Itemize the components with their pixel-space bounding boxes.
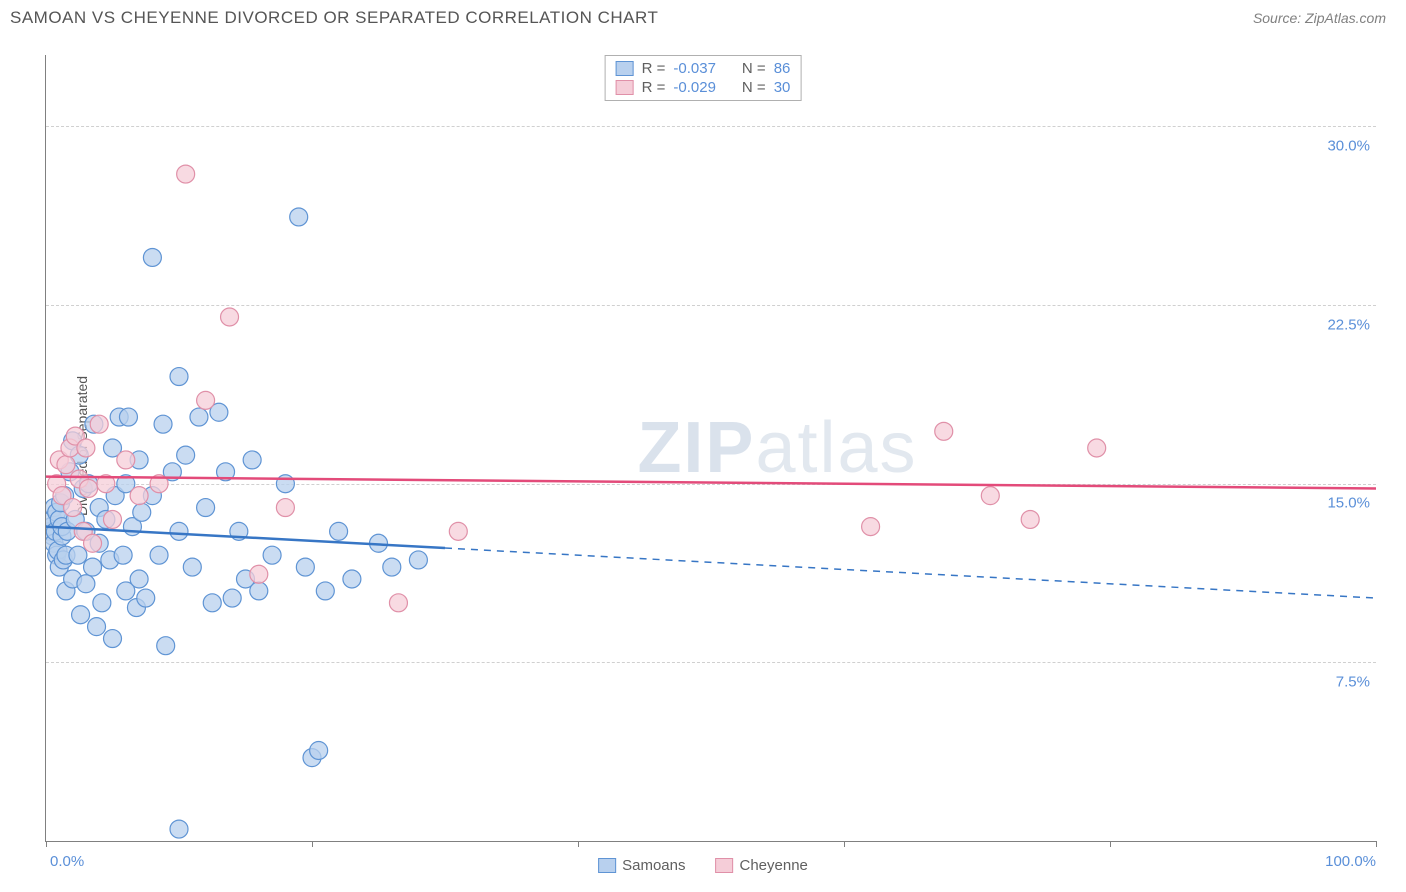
data-point xyxy=(409,551,427,569)
n-label: N = xyxy=(742,79,766,96)
data-point xyxy=(243,451,261,469)
x-tick xyxy=(844,841,845,847)
legend-swatch xyxy=(715,858,733,873)
r-label: R = xyxy=(642,79,666,96)
legend-swatch xyxy=(616,80,634,95)
data-point xyxy=(177,165,195,183)
x-tick xyxy=(1376,841,1377,847)
data-point xyxy=(221,308,239,326)
data-point xyxy=(203,594,221,612)
r-value: -0.029 xyxy=(673,79,716,96)
source-attribution: Source: ZipAtlas.com xyxy=(1253,10,1386,26)
data-point xyxy=(190,408,208,426)
data-point xyxy=(88,618,106,636)
scatter-svg xyxy=(46,55,1376,841)
data-point xyxy=(177,446,195,464)
data-point xyxy=(143,248,161,266)
data-point xyxy=(117,451,135,469)
legend-swatch xyxy=(616,61,634,76)
data-point xyxy=(170,820,188,838)
data-point xyxy=(69,546,87,564)
legend-item: Cheyenne xyxy=(715,857,807,874)
r-value: -0.037 xyxy=(673,60,716,77)
stat-legend-row: R = -0.029 N = 30 xyxy=(616,78,791,97)
data-point xyxy=(197,499,215,517)
data-point xyxy=(137,589,155,607)
data-point xyxy=(104,630,122,648)
data-point xyxy=(316,582,334,600)
data-point xyxy=(935,422,953,440)
x-tick xyxy=(1110,841,1111,847)
regression-line-dashed xyxy=(445,548,1376,598)
legend-item: Samoans xyxy=(598,857,685,874)
legend-swatch xyxy=(598,858,616,873)
data-point xyxy=(223,589,241,607)
data-point xyxy=(77,439,95,457)
data-point xyxy=(389,594,407,612)
data-point xyxy=(90,415,108,433)
data-point xyxy=(64,499,82,517)
data-point xyxy=(862,518,880,536)
data-point xyxy=(84,558,102,576)
data-point xyxy=(170,522,188,540)
data-point xyxy=(981,487,999,505)
x-axis-min-label: 0.0% xyxy=(50,853,84,870)
data-point xyxy=(130,487,148,505)
data-point xyxy=(130,570,148,588)
data-point xyxy=(263,546,281,564)
data-point xyxy=(84,534,102,552)
data-point xyxy=(72,606,90,624)
data-point xyxy=(150,546,168,564)
chart-title: SAMOAN VS CHEYENNE DIVORCED OR SEPARATED… xyxy=(10,8,658,28)
n-label: N = xyxy=(742,60,766,77)
data-point xyxy=(80,480,98,498)
data-point xyxy=(77,575,95,593)
x-tick xyxy=(46,841,47,847)
data-point xyxy=(157,637,175,655)
data-point xyxy=(133,503,151,521)
data-point xyxy=(1021,510,1039,528)
chart-header: SAMOAN VS CHEYENNE DIVORCED OR SEPARATED… xyxy=(0,0,1406,32)
x-axis-max-label: 100.0% xyxy=(1325,853,1376,870)
legend-label: Samoans xyxy=(622,857,685,874)
data-point xyxy=(449,522,467,540)
plot-area: ZIPatlas 7.5%15.0%22.5%30.0% xyxy=(45,55,1376,842)
data-point xyxy=(250,582,268,600)
n-value: 30 xyxy=(774,79,791,96)
data-point xyxy=(343,570,361,588)
data-point xyxy=(114,546,132,564)
regression-line xyxy=(46,477,1376,489)
x-tick xyxy=(312,841,313,847)
data-point xyxy=(197,391,215,409)
x-tick xyxy=(578,841,579,847)
data-point xyxy=(104,510,122,528)
data-point xyxy=(290,208,308,226)
data-point xyxy=(119,408,137,426)
data-point xyxy=(183,558,201,576)
correlation-stats-legend: R = -0.037 N = 86 R = -0.029 N = 30 xyxy=(605,55,802,101)
data-point xyxy=(1088,439,1106,457)
r-label: R = xyxy=(642,60,666,77)
data-point xyxy=(296,558,314,576)
data-point xyxy=(250,565,268,583)
series-legend: Samoans Cheyenne xyxy=(598,857,808,874)
data-point xyxy=(170,368,188,386)
data-point xyxy=(330,522,348,540)
data-point xyxy=(383,558,401,576)
n-value: 86 xyxy=(774,60,791,77)
data-point xyxy=(57,456,75,474)
data-point xyxy=(310,742,328,760)
legend-label: Cheyenne xyxy=(739,857,807,874)
data-point xyxy=(154,415,172,433)
data-point xyxy=(93,594,111,612)
stat-legend-row: R = -0.037 N = 86 xyxy=(616,59,791,78)
data-point xyxy=(276,499,294,517)
